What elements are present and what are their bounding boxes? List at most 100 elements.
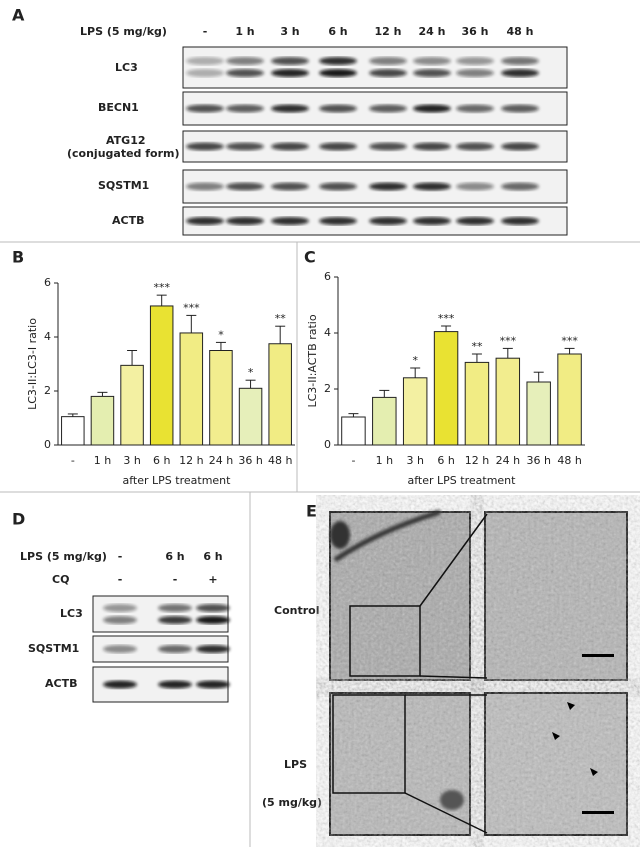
blot-label: BECN1 [98,101,139,114]
band [413,57,451,65]
panel-letter: C [304,248,316,267]
bar [61,416,85,446]
band [369,57,407,65]
band [456,69,494,77]
lane-label: 1 h [235,25,254,38]
band [196,616,230,624]
significance: *** [500,334,517,347]
lane-label: + [208,573,217,586]
blot-label: LC3 [60,607,83,620]
significance: * [218,328,224,341]
band [369,104,407,113]
panel-letter: B [12,248,24,267]
y-tick-label: 2 [324,382,331,395]
band [413,217,451,225]
band [271,142,309,151]
bar [341,416,366,446]
band [186,104,224,113]
lane-label: 12 h [375,25,402,38]
x-tick-label: 48 h [268,454,292,467]
band [186,142,224,151]
band [103,604,137,612]
lane-label: 36 h [462,25,489,38]
band [158,645,192,653]
band [319,217,357,225]
x-tick-label: 1 h [94,454,111,467]
blot-label: (conjugated form) [67,147,180,160]
bar [372,396,397,446]
em-images [329,509,628,836]
band [271,57,309,65]
y-tick-label: 0 [324,438,331,451]
lane-label: 6 h [328,25,347,38]
band [271,69,309,77]
x-tick-label: - [351,454,355,467]
bar [238,387,263,446]
y-tick-label: 6 [44,276,51,289]
band [196,645,230,653]
band [226,142,264,151]
band [158,616,192,624]
band [319,142,357,151]
band [369,69,407,77]
blot-label: ATG12 [106,134,146,147]
lane-label: - [118,573,123,586]
row-label: Control [274,604,319,617]
band [319,57,357,65]
blot-frame [92,595,229,633]
blot-label: LC3 [115,61,138,74]
band [413,142,451,151]
y-tick-label: 0 [44,438,51,451]
lane-label: 3 h [280,25,299,38]
band [501,182,539,191]
band [226,182,264,191]
significance: *** [153,281,170,294]
bar [464,361,490,446]
band [186,69,224,77]
significance: ** [471,340,483,353]
band [271,104,309,113]
bar [402,377,428,446]
significance: * [412,354,418,367]
significance: *** [183,301,200,314]
band [413,182,451,191]
band [413,104,451,113]
x-tick-label: 48 h [557,454,581,467]
band [456,182,494,191]
cq-label: CQ [52,573,69,586]
x-tick-label: 3 h [123,454,140,467]
lane-label: 24 h [419,25,446,38]
band [319,69,357,77]
treatment: LPS (5 mg/kg) [80,25,167,38]
treatment: LPS (5 mg/kg) [20,550,107,563]
band [226,57,264,65]
bar [557,353,582,446]
x-tick-label: 12 h [179,454,203,467]
band [369,217,407,225]
band [456,104,494,113]
bar [433,331,459,446]
y-tick-label: 6 [324,270,331,283]
lane-label: 48 h [507,25,534,38]
x-tick-label: 3 h [406,454,423,467]
x-tick-label: 6 h [153,454,170,467]
y-axis-label: LC3-II:LC3-I ratio [26,318,39,410]
band [413,69,451,77]
row-label: LPS [284,758,307,771]
significance: ** [275,312,287,325]
band [271,182,309,191]
blot-label: SQSTM1 [28,642,79,655]
significance: * [248,366,254,379]
band [501,142,539,151]
blot-label: ACTB [45,677,77,690]
band [319,104,357,113]
x-tick-label: 24 h [496,454,520,467]
band [196,680,230,689]
band [501,217,539,225]
band [186,57,224,65]
band [158,604,192,612]
band [196,604,230,612]
band [226,217,264,225]
x-axis-label: after LPS treatment [408,474,517,487]
